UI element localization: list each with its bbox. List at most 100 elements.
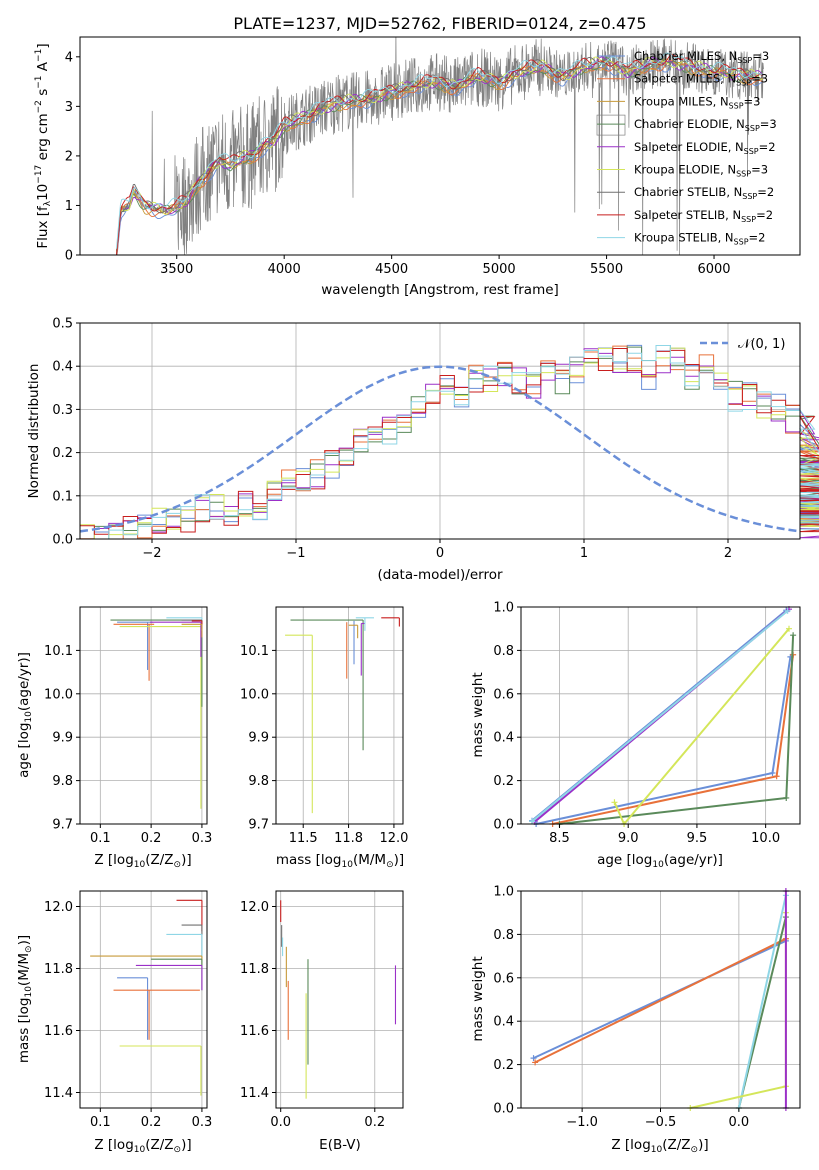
legend-label-text: Salpeter ELODIE, N (634, 140, 744, 154)
y-tick-label: 11.4 (44, 1086, 73, 1101)
legend-label-value: =2 (749, 231, 766, 245)
x-tick-label: 0.0 (729, 1115, 750, 1130)
legend-label-subscript: SSP (736, 79, 751, 88)
legend-label-value: =3 (744, 94, 761, 108)
x-tick-label: 0.0 (270, 1115, 291, 1130)
y-tick-label: 9.9 (248, 731, 269, 746)
x-tick-label: 6000 (697, 262, 730, 277)
data-spectrum-line (116, 37, 764, 255)
legend-label-text: Kroupa MILES, N (634, 94, 729, 108)
legend-label-value: =3 (752, 49, 769, 63)
salpeter-stelib-errorbar (176, 899, 203, 932)
y-tick-label: 9.9 (52, 731, 73, 746)
mass-vs-z-ylabel: mass [log10(M/M⊙)] (16, 935, 34, 1063)
x-tick-label: −1.0 (566, 1115, 598, 1130)
kroupa-stelib-weight-line (531, 610, 789, 823)
kroupa-miles-errorbar (181, 623, 203, 638)
legend-label-value: =3 (751, 163, 768, 177)
y-tick-label: 0.5 (52, 317, 73, 332)
y-tick-label: 11.4 (240, 1086, 269, 1101)
legend-label-salpeter-miles: Salpeter MILES, NSSP=3 (634, 72, 768, 88)
legend-label-subscript: SSP (742, 192, 757, 201)
kroupa-miles-model-line (116, 58, 763, 253)
y-tick-label: 0.2 (493, 774, 514, 789)
x-tick-label: 0.3 (192, 1115, 213, 1130)
salpeter-elodie-errorbar (135, 964, 203, 991)
y-tick-label: 0.3 (52, 403, 73, 418)
salpeter-miles-weight-line (534, 937, 787, 1064)
kroupa-stelib-weight-line (737, 895, 787, 1109)
salpeter-miles-weight-line (552, 654, 795, 825)
age-vs-z-panel: 0.1 0.2 0.3 9.7 9.8 9.9 10.0 10.1 Z [log10(Z/Z⊙… (16, 606, 212, 870)
weight-marker (790, 632, 797, 639)
spectrum-xlabel: wavelength [Angstrom, rest frame] (321, 282, 559, 298)
y-tick-label: 2 (65, 149, 73, 164)
y-tick-label: 0.2 (52, 446, 73, 461)
x-tick-label: 0.2 (364, 1115, 385, 1130)
weight-vs-age-panel: 8.5 9.0 9.5 10.0 0.0 0.2 0.4 0.6 0.8 1.0 age [log… (470, 601, 801, 870)
x-tick-label: 4500 (375, 262, 408, 277)
age-vs-mass-xlabel: mass [log10(M/M⊙)] (276, 852, 404, 870)
y-tick-label: 4 (65, 50, 73, 65)
y-tick-label: 1.0 (493, 601, 514, 616)
legend-label-subscript: SSP (729, 101, 744, 110)
x-tick-label: 0.2 (141, 831, 162, 846)
spectrum-lines (116, 37, 764, 255)
y-tick-label: 0.8 (493, 644, 514, 659)
chabrier-elodie-errorbar (290, 619, 364, 751)
residuals-ylabel: Normed distribution (26, 364, 42, 499)
chabrier-stelib-errorbar (181, 924, 203, 957)
legend-label-salpeter-stelib: Salpeter STELIB, NSSP=2 (634, 208, 773, 224)
weight-marker (532, 1059, 539, 1066)
y-tick-label: 9.8 (52, 774, 73, 789)
residuals-legend: 𝒩(0, 1) (700, 337, 785, 352)
x-tick-label: 0.1 (90, 831, 111, 846)
x-tick-label: 8.5 (549, 831, 570, 846)
x-tick-label: 0.1 (90, 1115, 111, 1130)
legend-label-subscript: SSP (734, 238, 749, 247)
salpeter-elodie-errorbar (360, 622, 365, 676)
kroupa-elodie-weight-line (690, 912, 787, 1109)
gaussian-curve (79, 365, 801, 533)
y-tick-label: 0.4 (493, 1015, 514, 1030)
salpeter-elodie-model-line (116, 56, 763, 255)
y-tick-label: 0.0 (493, 818, 514, 833)
chabrier-miles-weight-line (535, 656, 792, 825)
y-tick-label: 10.0 (240, 687, 269, 702)
mass-vs-ebv-xlabel: E(B-V) (319, 1137, 361, 1153)
x-tick-label: 0 (436, 546, 444, 561)
kroupa-elodie-weight-line (613, 628, 790, 826)
y-tick-label: 11.6 (240, 1024, 269, 1039)
x-tick-label: 10.0 (751, 831, 780, 846)
chabrier-elodie-errorbar (151, 958, 203, 991)
legend-label-subscript: SSP (736, 170, 751, 179)
legend-label-text: Kroupa ELODIE, N (634, 163, 736, 177)
x-tick-label: 11.5 (289, 831, 318, 846)
weight-marker (611, 799, 618, 806)
weight-vs-z-ylabel: mass weight (470, 956, 486, 1041)
weight-vs-age-xlabel: age [log10(age/yr)] (597, 852, 723, 870)
x-tick-label: 1 (580, 546, 588, 561)
y-tick-label: 12.0 (44, 900, 73, 915)
x-tick-label: −1 (286, 546, 305, 561)
x-tick-label: 12.0 (379, 831, 408, 846)
y-tick-label: 0.4 (493, 731, 514, 746)
kroupa-stelib-histogram (80, 345, 819, 540)
legend-label-subscript: SSP (745, 124, 760, 133)
y-tick-label: 0.2 (493, 1058, 514, 1073)
y-tick-label: 0.6 (493, 971, 514, 986)
weight-vs-z-panel: −1.0 −0.5 0.0 0.0 0.2 0.4 0.6 0.8 1.0 Z [log10(Z… (470, 885, 801, 1155)
legend-label-value: =3 (760, 117, 777, 131)
legend-label-salpeter-elodie: Salpeter ELODIE, NSSP=2 (634, 140, 776, 156)
kroupa-elodie-errorbar (119, 625, 202, 809)
x-tick-label: 5000 (483, 262, 516, 277)
age-vs-mass-panel: 11.5 11.8 12.0 9.7 9.8 9.9 10.0 10.1 mass [log1… (240, 606, 408, 870)
age-vs-z-xlabel: Z [log10(Z/Z⊙)] (94, 852, 191, 870)
legend-label-value: =2 (759, 140, 776, 154)
legend-label-chabrier-elodie: Chabrier ELODIE, NSSP=3 (634, 117, 777, 133)
x-tick-label: 11.8 (334, 831, 363, 846)
x-tick-label: 9.5 (687, 831, 708, 846)
x-tick-label: −0.5 (645, 1115, 677, 1130)
spectrum-ylabel: Flux [fλ10−17 erg cm−2 s−1 A−1] (34, 43, 53, 248)
y-tick-label: 0.0 (493, 1102, 514, 1117)
